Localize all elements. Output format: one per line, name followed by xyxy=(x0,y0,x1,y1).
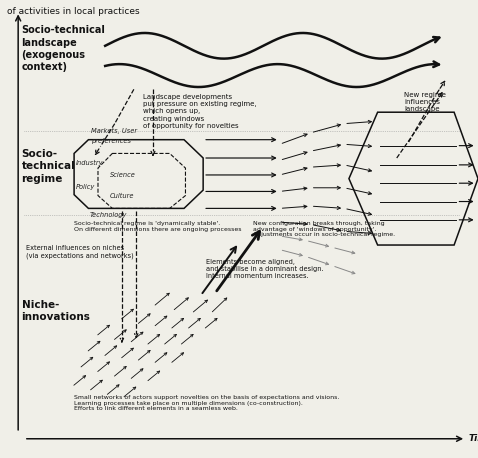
Text: Socio-technical regime is 'dynamically stable'.
On different dimensions there ar: Socio-technical regime is 'dynamically s… xyxy=(74,221,241,232)
Text: Policy: Policy xyxy=(76,184,95,190)
Text: Socio-
technical
regime: Socio- technical regime xyxy=(22,149,75,184)
Text: of activities in local practices: of activities in local practices xyxy=(7,7,140,16)
Text: Socio-technical
landscape
(exogenous
context): Socio-technical landscape (exogenous con… xyxy=(22,25,105,72)
Text: Niche-
innovations: Niche- innovations xyxy=(22,300,90,322)
Text: Technology: Technology xyxy=(90,212,127,218)
Text: Markets, User: Markets, User xyxy=(91,128,137,134)
Text: Culture: Culture xyxy=(110,192,134,199)
Text: External influences on niches
(via expectations and networks): External influences on niches (via expec… xyxy=(26,245,134,258)
Text: New configuration breaks through, taking
advantage of 'windows of opportunity'.
: New configuration breaks through, taking… xyxy=(253,221,395,237)
Text: Industry: Industry xyxy=(76,159,103,166)
Text: Science: Science xyxy=(110,172,136,178)
Text: Landscape developments
put pressure on existing regime,
which opens up,
creating: Landscape developments put pressure on e… xyxy=(143,94,257,129)
Text: Time: Time xyxy=(468,434,478,443)
Text: New regime
influences
landscape: New regime influences landscape xyxy=(404,92,446,112)
Text: preferences: preferences xyxy=(91,138,131,144)
Text: Small networks of actors support novelties on the basis of expectations and visi: Small networks of actors support novelti… xyxy=(74,395,339,411)
Text: Elements become aligned,
and stabilise in a dominant design.
Internal momentum i: Elements become aligned, and stabilise i… xyxy=(206,259,323,279)
